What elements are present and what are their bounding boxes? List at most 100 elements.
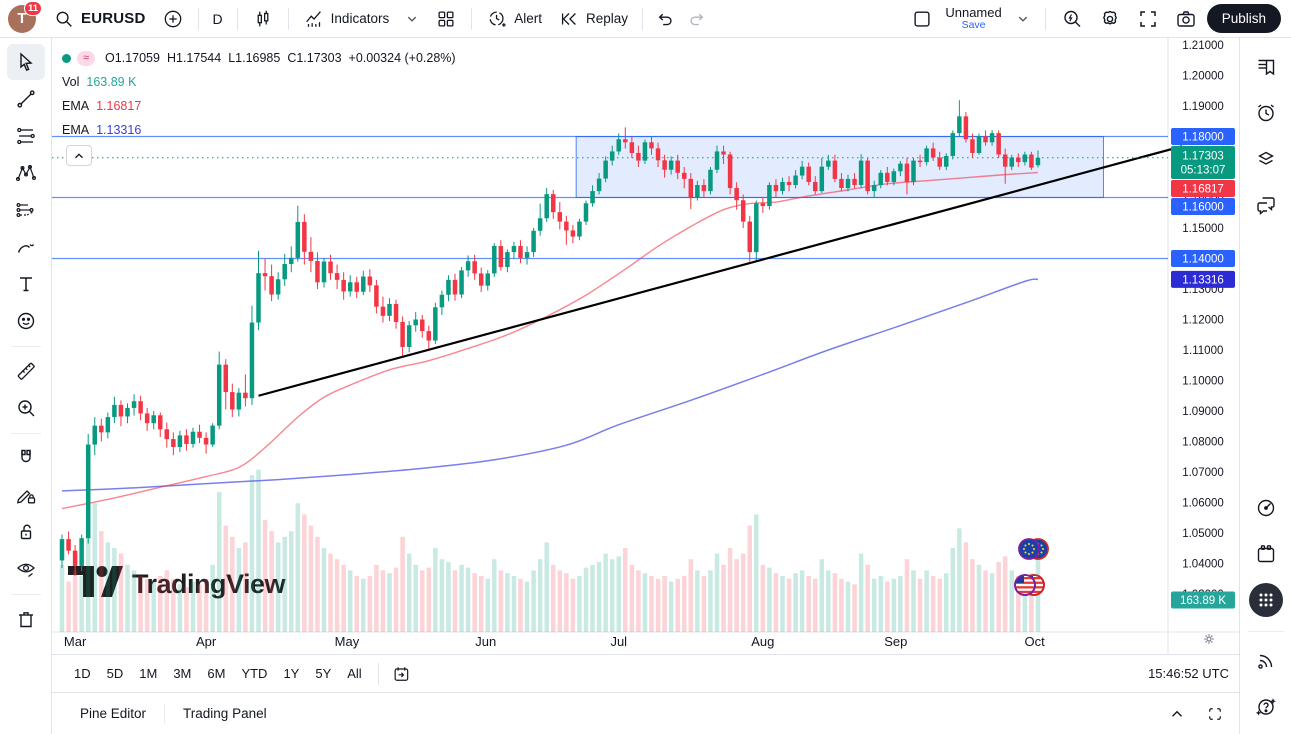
- magnet-mode-button[interactable]: [7, 440, 45, 476]
- zoom-in-tool-button[interactable]: [7, 390, 45, 426]
- svg-text:Sep: Sep: [884, 634, 907, 649]
- replay-label: Replay: [585, 11, 628, 26]
- tf-1y-button[interactable]: 1Y: [275, 662, 307, 685]
- trading-panel-tab[interactable]: Trading Panel: [173, 700, 277, 727]
- layout-grid-button[interactable]: [428, 4, 464, 34]
- drawing-toolbar: [0, 38, 52, 734]
- svg-text:1.11000: 1.11000: [1183, 345, 1224, 357]
- legend-close: C1.17303: [287, 51, 342, 65]
- tf-1d-button[interactable]: 1D: [66, 662, 99, 685]
- maximize-panel-button[interactable]: [1201, 700, 1229, 728]
- trend-line-icon: [16, 90, 35, 108]
- candlestick-series: [59, 100, 1041, 576]
- expand-panel-button[interactable]: [1163, 700, 1191, 728]
- svg-text:Aug: Aug: [751, 634, 774, 649]
- svg-text:Mar: Mar: [64, 634, 87, 649]
- object-tree-button[interactable]: [1247, 140, 1285, 178]
- pattern-tool-button[interactable]: [7, 155, 45, 191]
- tf-5d-button[interactable]: 5D: [99, 662, 132, 685]
- svg-text:1.18000: 1.18000: [1182, 132, 1224, 144]
- lock-drawings-button[interactable]: [7, 514, 45, 550]
- svg-text:05:13:07: 05:13:07: [1181, 165, 1226, 177]
- data-feed-status-button[interactable]: [1247, 642, 1285, 680]
- legend-collapse-button[interactable]: [66, 145, 92, 166]
- indicators-button[interactable]: Indicators: [296, 4, 397, 34]
- user-avatar[interactable]: T 11: [8, 0, 42, 33]
- trend-line-drawing[interactable]: [258, 145, 1183, 397]
- economic-event-flag-icons[interactable]: [1014, 538, 1049, 596]
- candlestick-icon: [257, 10, 269, 26]
- layout-dropdown-button[interactable]: [1010, 4, 1036, 34]
- brush-tool-button[interactable]: [7, 229, 45, 265]
- chart-style-button[interactable]: [245, 4, 281, 34]
- tf-ytd-button[interactable]: YTD: [233, 662, 275, 685]
- tf-3m-button[interactable]: 3M: [165, 662, 199, 685]
- price-chart-canvas[interactable]: TradingView Mar Apr May Jun Jul Aug Sep Oct 1.2…: [52, 38, 1239, 654]
- apps-menu-button[interactable]: [1247, 581, 1285, 619]
- legend-volume-row[interactable]: Vol 163.89 K: [62, 70, 463, 94]
- remove-drawings-button[interactable]: [7, 601, 45, 637]
- clock-utc[interactable]: 15:46:52 UTC: [1148, 666, 1229, 681]
- text-tool-button[interactable]: [7, 266, 45, 302]
- signal-broadcast-icon: [1257, 654, 1272, 669]
- alert-button[interactable]: Alert: [479, 4, 549, 34]
- price-axis[interactable]: 1.21000 1.20000 1.19000 1.18000 1.16000 1.150…: [1182, 40, 1224, 601]
- top-toolbar: T 11 EURUSD D Indicators: [0, 0, 1291, 38]
- legend-ema200-row[interactable]: EMA 1.13316: [62, 118, 463, 142]
- hide-drawings-button[interactable]: [7, 551, 45, 587]
- pane-borders: [52, 38, 1239, 654]
- emoji-tool-button[interactable]: [7, 303, 45, 339]
- axis-badge: 163.89 K: [1171, 591, 1235, 609]
- undo-button[interactable]: [650, 4, 680, 34]
- redo-button[interactable]: [682, 4, 712, 34]
- tf-all-button[interactable]: All: [339, 662, 369, 685]
- technicals-gauge-button[interactable]: [1247, 489, 1285, 527]
- help-button[interactable]: [1247, 688, 1285, 726]
- compare-add-symbol-button[interactable]: [155, 4, 191, 34]
- publish-button[interactable]: Publish: [1206, 4, 1281, 33]
- alert-label: Alert: [514, 11, 542, 26]
- fib-lines-icon: [16, 127, 35, 145]
- svg-text:1.13316: 1.13316: [1182, 274, 1224, 286]
- trend-line-tool-button[interactable]: [7, 81, 45, 117]
- interval-button[interactable]: D: [206, 4, 230, 34]
- select-layout-button[interactable]: [907, 4, 937, 34]
- svg-text:1.21000: 1.21000: [1182, 40, 1224, 52]
- svg-text:1.16000: 1.16000: [1182, 202, 1224, 214]
- replay-button[interactable]: Replay: [551, 4, 635, 34]
- data-mode-badge[interactable]: ≈: [77, 50, 96, 66]
- chevron-up-icon: [75, 152, 83, 158]
- ema-200-line: [61, 278, 1039, 492]
- go-to-date-button[interactable]: [387, 660, 415, 688]
- svg-text:1.09000: 1.09000: [1182, 406, 1224, 418]
- fib-retracement-tool-button[interactable]: [7, 118, 45, 154]
- legend-main-row[interactable]: ≈ O1.17059 H1.17544 L1.16985 C1.17303 +0…: [62, 46, 463, 70]
- axis-settings-gear-icon[interactable]: [1204, 634, 1214, 644]
- indicators-templates-dropdown[interactable]: [398, 4, 426, 34]
- drawing-sync-lock-button[interactable]: [7, 477, 45, 513]
- quick-search-button[interactable]: [1055, 4, 1089, 34]
- layout-name: Unnamed: [945, 5, 1002, 21]
- tf-5y-button[interactable]: 5Y: [307, 662, 339, 685]
- cursor-icon: [19, 52, 33, 72]
- alerts-panel-button[interactable]: [1247, 94, 1285, 132]
- measure-tool-button[interactable]: [7, 353, 45, 389]
- layout-name-save[interactable]: Unnamed Save: [941, 6, 1005, 31]
- pine-editor-tab[interactable]: Pine Editor: [70, 700, 156, 727]
- axis-badge: 1.13316: [1171, 270, 1235, 288]
- tf-1m-button[interactable]: 1M: [131, 662, 165, 685]
- snapshot-button[interactable]: [1169, 4, 1203, 34]
- watchlist-button[interactable]: [1247, 48, 1285, 86]
- economic-calendar-button[interactable]: [1247, 535, 1285, 573]
- horizontal-line-drawings[interactable]: [52, 135, 1168, 260]
- legend-ema50-row[interactable]: EMA 1.16817: [62, 94, 463, 118]
- time-axis[interactable]: Mar Apr May Jun Jul Aug Sep Oct: [64, 634, 1045, 649]
- symbol-search-button[interactable]: EURUSD: [46, 4, 153, 34]
- chevron-up-icon: [1172, 710, 1182, 717]
- settings-button[interactable]: [1093, 4, 1127, 34]
- cursor-tool-button[interactable]: [6, 44, 45, 80]
- tf-6m-button[interactable]: 6M: [199, 662, 233, 685]
- chat-button[interactable]: [1247, 186, 1285, 224]
- forecast-tool-button[interactable]: [7, 192, 45, 228]
- fullscreen-button[interactable]: [1131, 4, 1165, 34]
